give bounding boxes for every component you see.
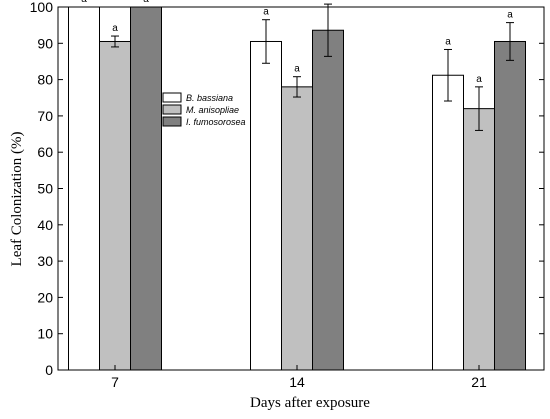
y-tick-label: 0 [45, 362, 53, 378]
y-tick-label: 50 [37, 181, 53, 197]
legend-swatch [162, 116, 182, 127]
significance-letter: a [507, 10, 513, 21]
y-tick-label: 70 [37, 108, 53, 124]
bar-manisopliae-21 [463, 108, 495, 371]
significance-letter: a [476, 74, 482, 85]
significance-letter: a [294, 64, 300, 75]
significance-letter: a [325, 0, 331, 2]
bar-manisopliae-14 [281, 86, 313, 371]
y-axis-title: Leaf Colonization (%) [9, 132, 25, 267]
plot-area: a a a a a a a a a [68, 0, 526, 371]
bar-bbassiana-14 [250, 40, 282, 371]
significance-letter: a [112, 23, 118, 34]
x-tick-label: 7 [111, 374, 119, 390]
bar-ifumosorosea-14 [312, 29, 344, 371]
x-tick-label: 14 [289, 374, 305, 390]
significance-letter: a [263, 7, 269, 18]
y-tick-label: 80 [37, 72, 53, 88]
legend: B. bassiana M. anisopliae I. fumosorosea [162, 92, 246, 127]
significance-letter: a [143, 0, 149, 5]
x-tick-label: 21 [471, 374, 487, 390]
y-tick-label: 40 [37, 217, 53, 233]
legend-swatch [162, 92, 182, 103]
bar-bbassiana-7 [68, 6, 100, 371]
significance-letter: a [81, 0, 87, 5]
legend-label: B. bassiana [186, 93, 233, 103]
bar-ifumosorosea-7 [130, 6, 162, 371]
legend-swatch [162, 104, 182, 115]
x-axis-title: Days after exposure [250, 395, 370, 411]
axes: 0 10 20 30 40 50 60 70 80 90 100 7 14 21 [30, 0, 545, 390]
y-tick-label: 90 [37, 35, 53, 51]
y-tick-label: 100 [30, 0, 54, 15]
bar-manisopliae-7 [99, 40, 131, 371]
y-tick-label: 30 [37, 253, 53, 269]
y-tick-label: 10 [37, 326, 53, 342]
significance-letter: a [445, 36, 451, 47]
legend-label: I. fumosorosea [186, 117, 246, 127]
bar-bbassiana-21 [432, 74, 464, 371]
bar-ifumosorosea-21 [494, 40, 526, 371]
y-tick-label: 20 [37, 289, 53, 305]
y-tick-label: 60 [37, 144, 53, 160]
legend-label: M. anisopliae [186, 105, 239, 115]
